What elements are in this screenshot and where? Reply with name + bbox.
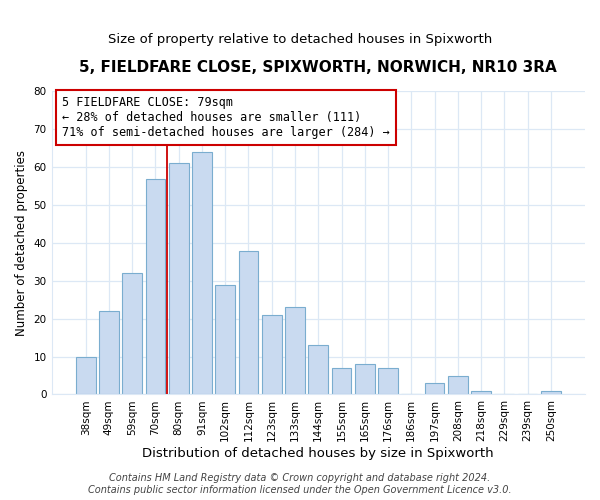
Bar [262,315,281,394]
Bar [425,383,445,394]
Bar [541,390,561,394]
Bar [76,356,95,395]
Bar [122,274,142,394]
Bar [285,308,305,394]
Title: 5, FIELDFARE CLOSE, SPIXWORTH, NORWICH, NR10 3RA: 5, FIELDFARE CLOSE, SPIXWORTH, NORWICH, … [79,60,557,75]
X-axis label: Distribution of detached houses by size in Spixworth: Distribution of detached houses by size … [142,447,494,460]
Bar [215,284,235,395]
Bar [99,311,119,394]
Bar [332,368,352,394]
Bar [308,345,328,395]
Bar [378,368,398,394]
Text: 5 FIELDFARE CLOSE: 79sqm
← 28% of detached houses are smaller (111)
71% of semi-: 5 FIELDFARE CLOSE: 79sqm ← 28% of detach… [62,96,390,139]
Bar [239,250,259,394]
Bar [146,178,166,394]
Text: Contains HM Land Registry data © Crown copyright and database right 2024.
Contai: Contains HM Land Registry data © Crown c… [88,474,512,495]
Y-axis label: Number of detached properties: Number of detached properties [15,150,28,336]
Text: Size of property relative to detached houses in Spixworth: Size of property relative to detached ho… [108,32,492,46]
Bar [169,164,188,394]
Bar [192,152,212,394]
Bar [471,390,491,394]
Bar [448,376,468,394]
Bar [355,364,374,394]
